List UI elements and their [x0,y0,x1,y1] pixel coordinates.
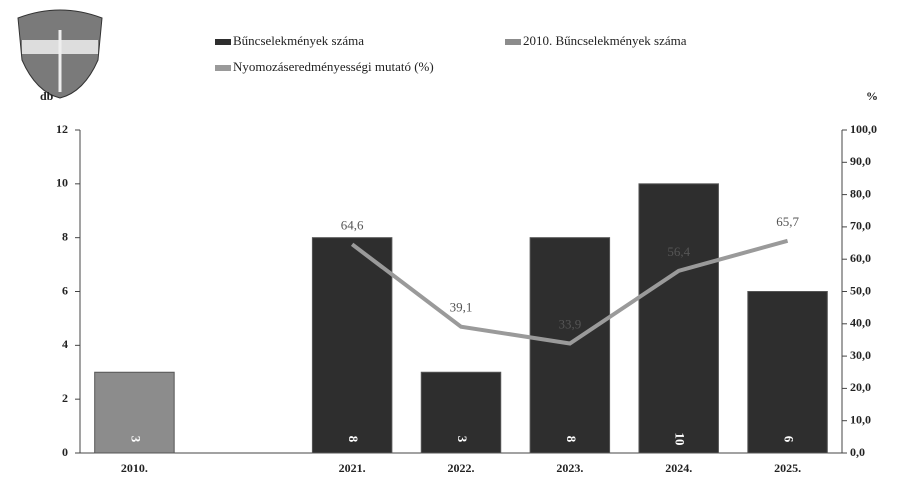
x-tick-label: 2023. [556,461,583,475]
y-tick-label: 6 [62,283,68,297]
y-tick-label: 2 [62,391,68,405]
bar [747,291,828,454]
legend-label: Bűncselekmények száma [233,33,364,48]
x-tick-label: 2022. [448,461,475,475]
y2-tick-label: 60,0 [850,251,871,265]
y2-tick-label: 100,0 [850,122,877,136]
line-value-label: 39,1 [450,300,473,315]
y2-tick-label: 40,0 [850,316,871,330]
bar-value-label: 3 [128,436,143,443]
logo [17,9,103,99]
line [350,238,789,346]
y2-tick-label: 90,0 [850,154,871,168]
x-tick-label: 2024. [665,461,692,475]
bar [420,371,502,454]
y2-tick-label: 80,0 [850,186,871,200]
legend-label: Nyomozáseredményességi mutató (%) [233,59,434,74]
bar-value-label: 8 [346,436,361,443]
line-value-label: 64,6 [341,217,364,232]
y2-tick-label: 70,0 [850,219,871,233]
y-tick-label: 0 [62,445,68,459]
bar [311,237,393,454]
line-value-label: 33,9 [558,316,581,331]
y2-tick-label: 0,0 [850,445,865,459]
bar [94,371,175,454]
y-tick-label: 12 [56,122,68,136]
x-tick-label: 2025. [774,461,801,475]
y-axis-label: db [40,89,54,103]
bar [638,183,719,454]
bar-value-label: 3 [455,436,470,443]
y2-tick-label: 30,0 [850,348,871,362]
y2-tick-label: 50,0 [850,283,871,297]
legend-swatch [215,65,231,71]
x-tick-label: 2021. [339,461,366,475]
legend-swatch [505,39,521,45]
y-tick-label: 10 [56,176,68,190]
y2-tick-label: 20,0 [850,380,871,394]
y2-axis-label: % [866,89,878,103]
x-tick-label: 2010. [121,461,148,475]
y-tick-label: 4 [62,337,68,351]
legend-label: 2010. Bűncselekmények száma [523,33,687,48]
line-value-label: 56,4 [667,244,690,259]
bar-value-label: 6 [782,436,797,443]
line-value-label: 65,7 [776,214,799,229]
y2-tick-label: 10,0 [850,412,871,426]
y-tick-label: 8 [62,229,68,243]
legend-swatch [215,39,231,45]
bar-value-label: 8 [564,436,579,443]
bar-value-label: 10 [673,433,688,446]
